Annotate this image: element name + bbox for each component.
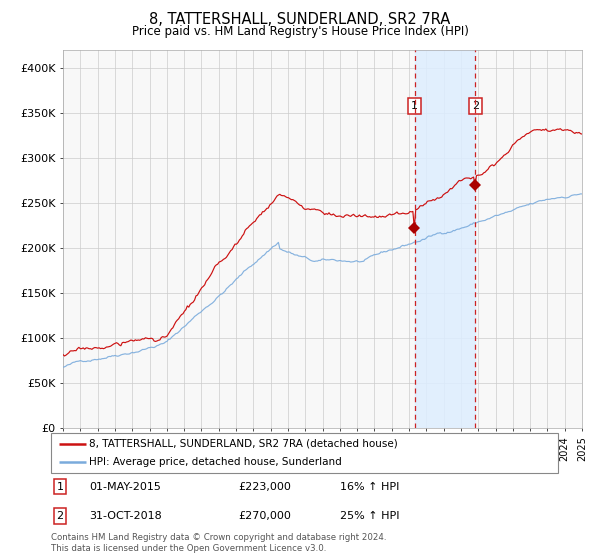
Text: £270,000: £270,000 bbox=[239, 511, 292, 521]
FancyBboxPatch shape bbox=[51, 433, 558, 473]
Text: 25% ↑ HPI: 25% ↑ HPI bbox=[340, 511, 400, 521]
Text: 16% ↑ HPI: 16% ↑ HPI bbox=[340, 482, 400, 492]
Text: 2: 2 bbox=[472, 101, 479, 111]
Bar bbox=[415, 50, 475, 428]
Text: 2: 2 bbox=[56, 511, 64, 521]
Text: Price paid vs. HM Land Registry's House Price Index (HPI): Price paid vs. HM Land Registry's House … bbox=[131, 25, 469, 38]
Text: Contains HM Land Registry data © Crown copyright and database right 2024.
This d: Contains HM Land Registry data © Crown c… bbox=[51, 533, 386, 553]
Text: 1: 1 bbox=[411, 101, 418, 111]
Text: 8, TATTERSHALL, SUNDERLAND, SR2 7RA (detached house): 8, TATTERSHALL, SUNDERLAND, SR2 7RA (det… bbox=[89, 439, 398, 449]
Text: 1: 1 bbox=[56, 482, 64, 492]
Text: £223,000: £223,000 bbox=[239, 482, 292, 492]
Text: 31-OCT-2018: 31-OCT-2018 bbox=[89, 511, 162, 521]
Text: 8, TATTERSHALL, SUNDERLAND, SR2 7RA: 8, TATTERSHALL, SUNDERLAND, SR2 7RA bbox=[149, 12, 451, 27]
Text: 01-MAY-2015: 01-MAY-2015 bbox=[89, 482, 161, 492]
Text: HPI: Average price, detached house, Sunderland: HPI: Average price, detached house, Sund… bbox=[89, 458, 342, 467]
